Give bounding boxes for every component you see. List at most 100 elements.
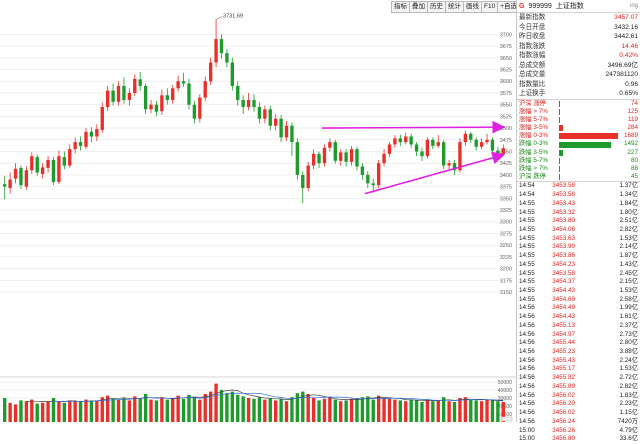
candle-body	[355, 149, 359, 167]
volume-bar	[398, 400, 403, 422]
candle-body	[95, 129, 99, 137]
distribution-count: 1492	[623, 140, 638, 148]
tick-volume: 2.23亿	[619, 400, 638, 408]
tick-volume: 1.43亿	[619, 260, 638, 268]
distribution-label: 涨幅 0-3%	[519, 132, 549, 140]
candle-body	[441, 142, 446, 166]
tick-list[interactable]: 14:54 3453.58 1.37亿 14:54 3453.58 1.34亿 14:55 3…	[517, 181, 640, 444]
tick-volume: 1.53亿	[619, 365, 638, 373]
candle-body	[192, 104, 197, 119]
volume-bar	[409, 399, 413, 422]
price-axis-label: 3200	[500, 267, 512, 273]
candle-body	[268, 109, 272, 126]
volume-bar	[30, 399, 34, 422]
tick-time: 14:54	[519, 191, 535, 199]
tick-price: 3453.80	[552, 217, 575, 225]
price-axis-label: 3700	[500, 32, 512, 38]
candle-body	[236, 85, 240, 100]
volume-bar	[311, 398, 316, 422]
volume-bar	[3, 398, 7, 422]
kline-chart[interactable]: 3700 3675 3650 3625 3600 3575 3550 3525 3500 3475…	[0, 0, 516, 422]
toolbar-button-5[interactable]: F10	[481, 1, 499, 13]
volume-bar	[393, 399, 397, 422]
candle-body	[263, 109, 267, 119]
distribution-row: 涨幅 > 7% 125	[517, 108, 640, 116]
price-axis-label: 3350	[500, 196, 512, 202]
volume-axis-label: 40000	[498, 388, 513, 394]
volume-bar	[73, 401, 77, 422]
toolbar-button-6[interactable]: +自选	[497, 1, 520, 13]
tick-row: 14:56 3454.97 2.73亿	[517, 331, 640, 340]
tick-time: 15:00	[519, 426, 535, 434]
distribution-count: 284	[627, 124, 638, 132]
candle-body	[279, 118, 283, 138]
tick-time: 14:56	[519, 400, 535, 408]
quote-label: 总成交额	[519, 61, 546, 69]
tick-row: 14:56 3456.02 1.83亿	[517, 392, 640, 401]
candle-body	[490, 139, 495, 151]
quote-value: 14.46	[621, 42, 638, 50]
index-tag: ing	[629, 3, 638, 9]
quote-value: 3432.16	[614, 23, 638, 31]
candle-body	[252, 99, 256, 107]
tick-price: 3455.82	[552, 374, 575, 382]
tick-row: 14:55 3454.23 1.43亿	[517, 261, 640, 270]
tick-price: 3453.63	[552, 234, 575, 242]
price-axis-label: 3500	[500, 126, 512, 132]
toolbar-button-2[interactable]: 历史	[427, 1, 446, 13]
volume-bar	[149, 399, 153, 422]
distribution-count: 88	[630, 165, 638, 172]
distribution-label: 涨幅 5-7%	[519, 115, 549, 123]
volume-bar	[192, 398, 197, 422]
tick-row: 14:54 3453.58 1.34亿	[517, 191, 640, 200]
tick-time: 14:54	[519, 182, 535, 190]
candle-body	[398, 138, 403, 143]
price-axis-label: 3425	[500, 161, 512, 167]
tick-time: 14:55	[519, 199, 535, 207]
distribution-label: 沪深 跌停	[519, 173, 546, 181]
price-axis-label: 3525	[500, 114, 512, 120]
volume-bar	[100, 397, 104, 422]
distribution-count: 227	[627, 148, 638, 156]
candle-body	[62, 157, 67, 166]
distribution-row: 跌幅 3-5% 227	[517, 149, 640, 157]
candle-body	[501, 148, 505, 154]
candle-body	[301, 174, 305, 189]
candle-body	[371, 183, 375, 186]
candle-body	[349, 149, 354, 162]
toolbar-button-1[interactable]: 叠加	[409, 1, 428, 13]
distribution-label: 跌幅 > 7%	[519, 165, 548, 172]
toolbar-button-4[interactable]: 画线	[463, 1, 482, 13]
tick-row: 14:56 3455.89 2.82亿	[517, 383, 640, 392]
distribution-label: 跌幅 0-3%	[519, 140, 549, 148]
volume-bar	[219, 390, 224, 422]
candle-body	[165, 95, 169, 100]
volume-bar	[441, 397, 446, 422]
tick-volume: 1.53亿	[619, 234, 638, 242]
volume-bar	[479, 401, 484, 422]
toolbar-button-0[interactable]: 指标	[391, 1, 410, 13]
tick-row: 14:56 3455.82 2.72亿	[517, 374, 640, 383]
candle-body	[463, 133, 468, 143]
candle-body	[311, 153, 316, 166]
market-symbol: G	[519, 2, 525, 10]
volume-bar	[284, 401, 289, 422]
kline-chart-area[interactable]: 3700 3675 3650 3625 3600 3575 3550 3525 3500 3475…	[0, 0, 516, 422]
candle-body	[436, 142, 440, 146]
tick-volume: 1.84亿	[619, 199, 638, 207]
tick-row: 14:55 3453.80 2.51亿	[517, 217, 640, 226]
distribution-count: 74	[630, 99, 638, 107]
tick-price: 3454.06	[552, 225, 575, 233]
tick-row: 14:56 3455.43 2.24亿	[517, 357, 640, 366]
candle-body	[35, 157, 39, 173]
volume-bar	[333, 399, 337, 422]
tick-price: 3453.58	[552, 182, 575, 190]
volume-bar	[458, 398, 462, 422]
tick-time: 14:55	[519, 234, 535, 242]
tick-row: 14:55 3453.58 2.45亿	[517, 270, 640, 279]
candle-body	[360, 166, 365, 175]
toolbar-button-3[interactable]: 统计	[445, 1, 464, 13]
candle-body	[284, 125, 289, 138]
volume-bar	[160, 397, 164, 422]
